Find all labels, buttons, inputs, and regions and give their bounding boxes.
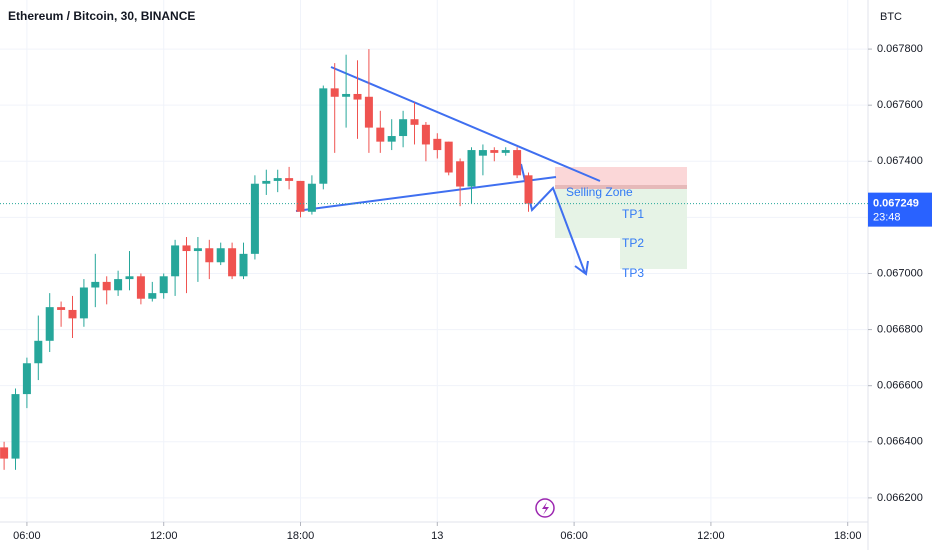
candle-body bbox=[136, 276, 145, 299]
y-tick-label: 0.066600 bbox=[877, 380, 923, 392]
y-tick-label: 0.067800 bbox=[877, 43, 923, 55]
candle-body bbox=[433, 138, 442, 151]
candle-body bbox=[159, 276, 168, 294]
countdown: 23:48 bbox=[873, 212, 901, 224]
x-tick-label: 06:00 bbox=[13, 530, 41, 542]
x-tick-label: 18:00 bbox=[834, 530, 862, 542]
candle-body bbox=[330, 88, 339, 97]
grid bbox=[0, 0, 868, 522]
candle-body bbox=[0, 447, 9, 459]
candle-body bbox=[296, 180, 305, 212]
candle-body bbox=[501, 150, 510, 153]
target-label: TP1 bbox=[622, 207, 644, 221]
y-tick-label: 0.067000 bbox=[877, 267, 923, 279]
candle-body bbox=[22, 363, 31, 395]
candle-body bbox=[342, 93, 351, 97]
candle-body bbox=[421, 124, 430, 145]
candle-body bbox=[513, 150, 522, 176]
candle-body bbox=[114, 279, 123, 291]
candle-body bbox=[273, 178, 282, 181]
sell-zone-box bbox=[555, 167, 687, 186]
candle-body bbox=[319, 88, 328, 184]
candle-body bbox=[467, 150, 476, 187]
tp-box bbox=[620, 238, 687, 269]
candle-body bbox=[387, 136, 396, 142]
arrow-head bbox=[574, 260, 589, 276]
x-tick-label: 12:00 bbox=[150, 530, 178, 542]
candle-body bbox=[193, 248, 202, 252]
candle-body bbox=[478, 150, 487, 156]
candle-body bbox=[364, 96, 373, 128]
candle-body bbox=[148, 293, 157, 299]
y-tick-label: 0.066800 bbox=[877, 323, 923, 335]
x-tick-label: 12:00 bbox=[697, 530, 725, 542]
y-tick-label: 0.066400 bbox=[877, 436, 923, 448]
candle-body bbox=[171, 245, 180, 277]
candle-body bbox=[11, 394, 20, 459]
candle-body bbox=[182, 245, 191, 252]
x-tick-label: 06:00 bbox=[560, 530, 588, 542]
candle-body bbox=[250, 183, 259, 254]
trendline bbox=[295, 176, 557, 212]
candle-body bbox=[353, 93, 362, 100]
candle-body bbox=[524, 175, 533, 204]
y-tick-label: 0.067400 bbox=[877, 155, 923, 167]
candle-body bbox=[239, 253, 248, 277]
candle-body bbox=[205, 248, 214, 263]
x-tick-label: 13 bbox=[431, 530, 443, 542]
candle-body bbox=[444, 141, 453, 173]
candle-body bbox=[285, 178, 294, 181]
x-tick-label: 18:00 bbox=[287, 530, 315, 542]
candle-body bbox=[262, 180, 271, 184]
candle-body bbox=[307, 183, 316, 212]
zone-label: Selling Zone bbox=[566, 185, 633, 199]
target-label: TP3 bbox=[622, 266, 644, 280]
event-icon[interactable] bbox=[535, 498, 555, 518]
y-tick-label: 0.067600 bbox=[877, 99, 923, 111]
candle-body bbox=[456, 161, 465, 187]
price-label-box bbox=[868, 192, 932, 227]
y-tick-label: 0.066200 bbox=[877, 492, 923, 504]
event-icon-bolt bbox=[542, 502, 549, 515]
currency: BTC bbox=[880, 11, 902, 23]
candle-body bbox=[216, 248, 225, 263]
candle-body bbox=[376, 127, 385, 142]
candles bbox=[0, 49, 533, 470]
candle-body bbox=[91, 281, 100, 288]
tp-box bbox=[555, 189, 687, 238]
trendline bbox=[330, 66, 601, 182]
candle-body bbox=[125, 276, 134, 280]
candle-body bbox=[68, 309, 77, 319]
last-price-label: 0.067249 bbox=[873, 198, 919, 210]
chart-title: Ethereum / Bitcoin, 30, BINANCE bbox=[8, 9, 195, 23]
target-label: TP2 bbox=[622, 236, 644, 250]
candle-body bbox=[102, 281, 111, 291]
entry-line bbox=[555, 185, 687, 189]
candle-body bbox=[79, 287, 88, 319]
candle-body bbox=[228, 248, 237, 277]
candle-body bbox=[490, 150, 499, 153]
candle-body bbox=[34, 340, 43, 364]
candle-body bbox=[399, 119, 408, 137]
candle-body bbox=[45, 307, 54, 341]
candle-body bbox=[57, 307, 66, 310]
candle-body bbox=[410, 119, 419, 125]
